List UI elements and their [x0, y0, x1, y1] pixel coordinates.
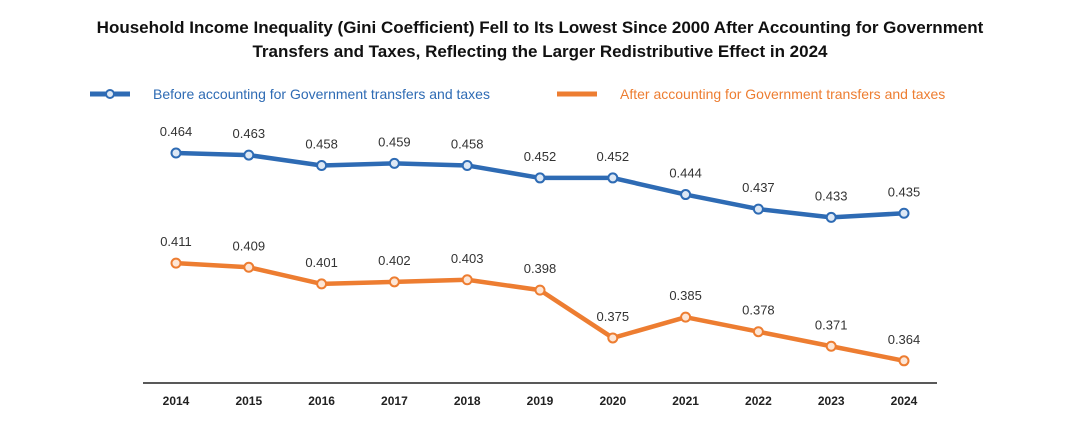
data-label-1-2016: 0.401 [305, 255, 338, 270]
data-label-1-2018: 0.403 [451, 251, 484, 266]
data-point-0-2019 [534, 172, 546, 184]
data-point-0-2021 [680, 189, 692, 201]
chart-legend: Before accounting for Government transfe… [90, 86, 945, 102]
x-axis-tick-labels: 2014 2015 2016 2017 2018 2019 2020 2021 2022 2023… [163, 394, 918, 408]
legend-label-after: After accounting for Government transfer… [620, 86, 945, 102]
data-point-0-2024 [898, 207, 910, 219]
data-point-1-2023 [825, 340, 837, 352]
series-group: 0.464 0.463 0.458 0.459 0.458 0.452 0.452 0.444… [160, 124, 921, 367]
data-label-0-2020: 0.452 [597, 149, 630, 164]
data-label-0-2019: 0.452 [524, 149, 557, 164]
chart-title: Household Income Inequality (Gini Coeffi… [0, 16, 1080, 64]
data-label-0-2022: 0.437 [742, 180, 775, 195]
data-point-0-2018 [461, 159, 473, 171]
data-label-0-2024: 0.435 [888, 184, 921, 199]
data-label-0-2017: 0.459 [378, 134, 411, 149]
series-after: 0.411 0.409 0.401 0.402 0.403 0.398 0.375 0.385… [160, 234, 921, 367]
data-label-1-2022: 0.378 [742, 303, 775, 318]
data-point-1-2015 [243, 261, 255, 273]
data-point-1-2020 [607, 332, 619, 344]
data-point-1-2016 [316, 278, 328, 290]
chart-title-line-2: Transfers and Taxes, Reflecting the Larg… [252, 42, 828, 61]
series-before: 0.464 0.463 0.458 0.459 0.458 0.452 0.452 0.444… [160, 124, 921, 223]
data-point-1-2014 [170, 257, 182, 269]
data-label-1-2017: 0.402 [378, 253, 411, 268]
chart-title-line-1: Household Income Inequality (Gini Coeffi… [96, 18, 984, 37]
data-point-1-2024 [898, 355, 910, 367]
legend-entry-after: After accounting for Government transfer… [557, 86, 945, 102]
data-point-1-2017 [388, 276, 400, 288]
legend-entry-before: Before accounting for Government transfe… [90, 86, 490, 102]
x-tick-2019: 2019 [527, 394, 554, 408]
x-tick-2020: 2020 [599, 394, 626, 408]
x-tick-2018: 2018 [454, 394, 481, 408]
data-point-0-2022 [752, 203, 764, 215]
data-label-0-2015: 0.463 [233, 126, 266, 141]
series-line-1 [173, 260, 907, 364]
data-point-1-2019 [534, 284, 546, 296]
data-label-0-2018: 0.458 [451, 136, 484, 151]
data-label-1-2023: 0.371 [815, 317, 848, 332]
data-point-1-2022 [752, 326, 764, 338]
data-point-0-2014 [170, 147, 182, 159]
data-point-1-2018 [461, 274, 473, 286]
data-point-1-2021 [680, 311, 692, 323]
data-point-0-2023 [825, 211, 837, 223]
data-label-0-2021: 0.444 [669, 166, 702, 181]
x-tick-2022: 2022 [745, 394, 772, 408]
data-label-1-2024: 0.364 [888, 332, 921, 347]
data-point-0-2015 [243, 149, 255, 161]
x-tick-2024: 2024 [891, 394, 918, 408]
data-label-1-2020: 0.375 [597, 309, 630, 324]
x-tick-2017: 2017 [381, 394, 408, 408]
data-label-1-2015: 0.409 [233, 238, 266, 253]
x-tick-2016: 2016 [308, 394, 335, 408]
data-point-0-2017 [388, 157, 400, 169]
data-point-0-2016 [316, 159, 328, 171]
data-label-1-2021: 0.385 [669, 288, 702, 303]
data-label-0-2014: 0.464 [160, 124, 193, 139]
data-label-1-2014: 0.411 [160, 234, 192, 249]
x-tick-2015: 2015 [235, 394, 262, 408]
x-tick-2023: 2023 [818, 394, 845, 408]
data-point-0-2020 [607, 172, 619, 184]
data-label-1-2019: 0.398 [524, 261, 557, 276]
legend-marker-before [105, 89, 115, 99]
legend-label-before: Before accounting for Government transfe… [153, 86, 490, 102]
x-tick-2021: 2021 [672, 394, 699, 408]
x-tick-2014: 2014 [163, 394, 190, 408]
data-label-0-2023: 0.433 [815, 188, 848, 203]
data-label-0-2016: 0.458 [305, 136, 338, 151]
